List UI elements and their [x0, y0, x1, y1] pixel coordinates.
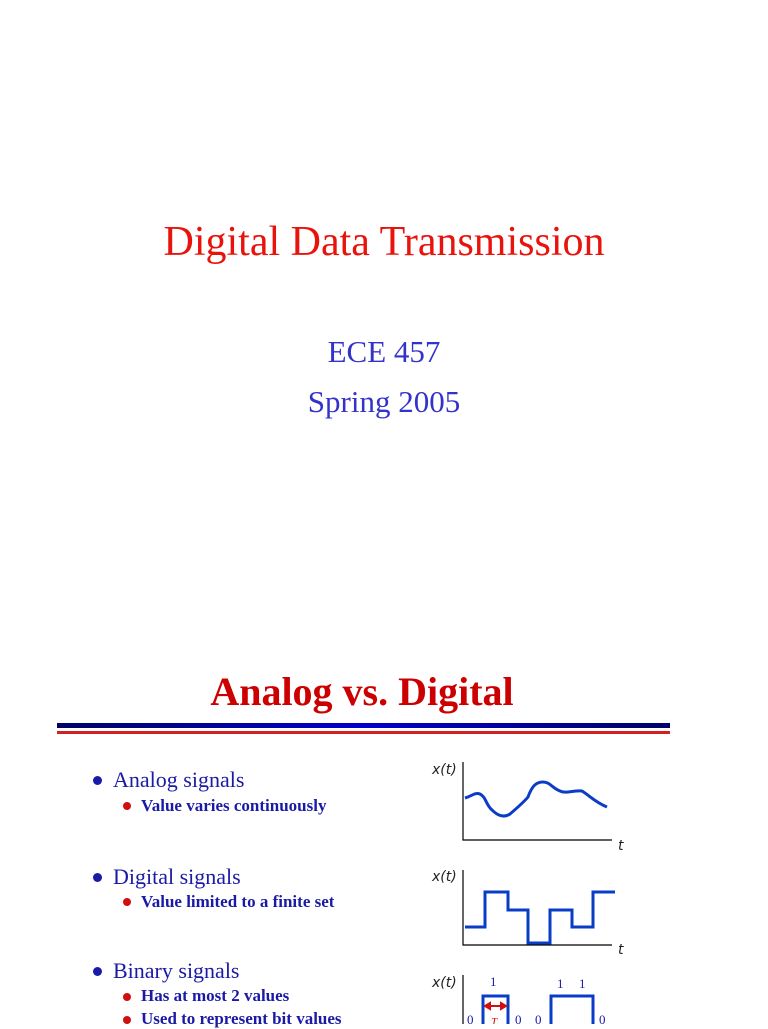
ylabel: x(t) [431, 869, 457, 885]
bit-label: 1 [490, 974, 497, 989]
course-number: ECE 457 [327, 334, 441, 369]
ylabel: x(t) [431, 762, 457, 778]
bullet-icon [93, 873, 102, 882]
slide-title: Digital Data Transmission [163, 219, 605, 265]
bullet-icon [93, 967, 102, 976]
period-arrow-icon [483, 1001, 508, 1011]
bit-label: 0 [467, 1012, 474, 1024]
sub-bullet-icon [123, 898, 131, 906]
bullet-icon [93, 776, 102, 785]
bit-label: 0 [599, 1012, 606, 1024]
sub-bullet: Has at most 2 values [141, 986, 290, 1005]
digital-axes [462, 870, 612, 946]
bit-label: 1 [557, 976, 564, 991]
sub-bullet: Value limited to a finite set [141, 892, 335, 911]
term: Spring 2005 [307, 384, 461, 419]
sub-bullet-icon [123, 1016, 131, 1024]
analog-axes [462, 762, 612, 841]
bit-label: 0 [515, 1012, 522, 1024]
bit-label: 0 [535, 1012, 542, 1024]
sub-bullet-icon [123, 993, 131, 1001]
bit-label: 1 [579, 976, 586, 991]
sub-bullet-icon [123, 802, 131, 810]
bullet-analog: Analog signals [113, 767, 245, 792]
bullet-binary: Binary signals [113, 958, 240, 983]
sub-bullet: Value varies continuously [141, 796, 327, 815]
xlabel: t [618, 942, 624, 958]
analog-signal [464, 780, 608, 818]
digital-signal [465, 890, 615, 945]
xlabel: t [618, 838, 624, 854]
bullet-digital: Digital signals [113, 864, 241, 889]
period-label: T [491, 1016, 498, 1024]
sub-bullet: Used to represent bit values [141, 1009, 342, 1028]
divider-red [57, 731, 670, 734]
ylabel: x(t) [431, 975, 457, 991]
slide2-title: Analog vs. Digital [210, 669, 514, 714]
binary-signal [481, 994, 595, 1024]
divider-blue [57, 723, 670, 728]
